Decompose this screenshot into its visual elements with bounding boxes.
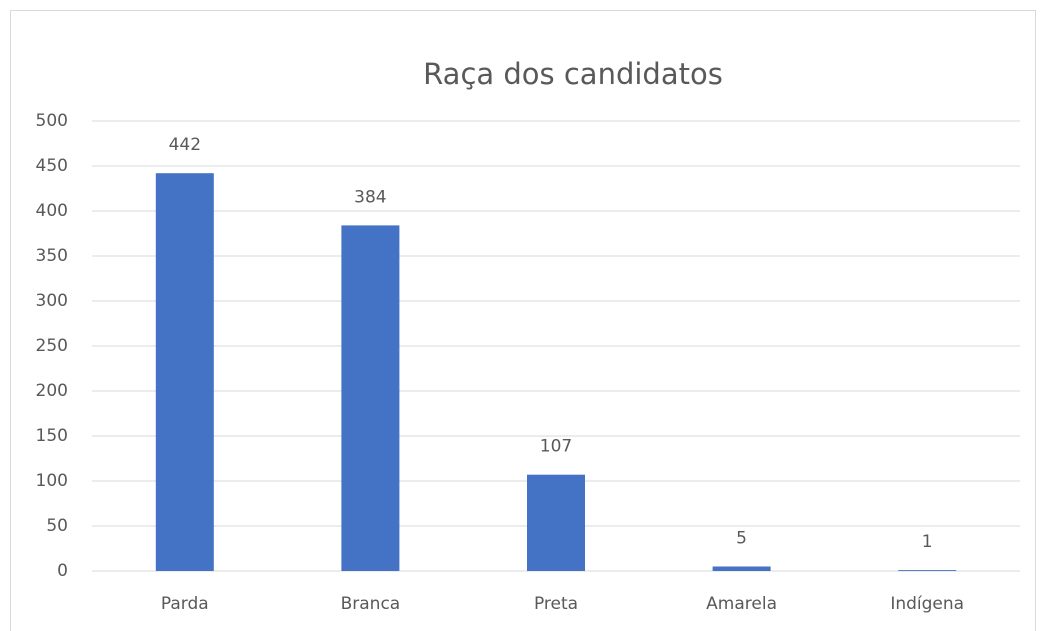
data-label: 384	[354, 187, 386, 207]
data-label: 107	[540, 437, 572, 457]
x-tick-label: Amarela	[706, 594, 777, 614]
x-tick-label: Indígena	[890, 594, 964, 614]
y-tick-label: 0	[57, 561, 68, 581]
bar	[527, 474, 585, 571]
y-tick-label: 100	[36, 471, 68, 491]
data-label: 1	[922, 532, 933, 552]
chart-title: Raça dos candidatos	[423, 57, 723, 91]
bar	[712, 566, 771, 571]
data-label: 442	[169, 135, 201, 155]
bar	[898, 570, 957, 571]
y-tick-label: 300	[36, 291, 68, 311]
y-tick-label: 500	[36, 111, 68, 131]
data-label: 5	[736, 529, 747, 549]
bar	[341, 225, 400, 571]
y-tick-label: 200	[36, 381, 68, 401]
y-tick-label: 450	[36, 156, 68, 176]
y-tick-label: 350	[36, 246, 68, 266]
x-tick-label: Parda	[161, 594, 209, 614]
x-tick-label: Branca	[341, 594, 401, 614]
y-tick-label: 250	[36, 336, 68, 356]
y-tick-label: 150	[36, 426, 68, 446]
y-tick-label: 400	[36, 201, 68, 221]
bar	[155, 173, 214, 571]
x-tick-label: Preta	[534, 594, 578, 614]
y-tick-label: 50	[46, 516, 68, 536]
